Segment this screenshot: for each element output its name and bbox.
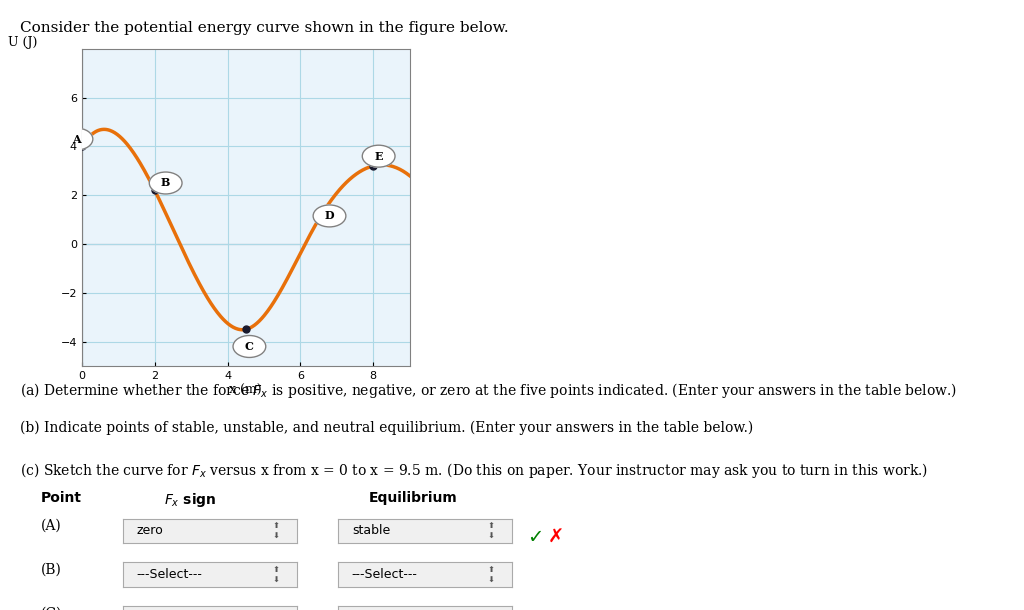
Text: (a) Determine whether the force $F_x$ is positive, negative, or zero at the five: (a) Determine whether the force $F_x$ is… [20,381,957,400]
Text: Consider the potential energy curve shown in the figure below.: Consider the potential energy curve show… [20,21,509,35]
Text: C: C [245,341,254,352]
Text: zero: zero [137,524,164,537]
Text: B: B [161,178,170,188]
Circle shape [233,336,266,357]
Text: $F_x$ sign: $F_x$ sign [164,491,216,509]
Text: Point: Point [41,491,82,505]
Text: (A): (A) [41,518,61,533]
Y-axis label: U (J): U (J) [8,36,38,49]
Circle shape [362,145,395,167]
Text: ⬆
⬇: ⬆ ⬇ [487,609,495,610]
Circle shape [150,172,182,194]
Text: ⬆
⬇: ⬆ ⬇ [272,609,280,610]
Circle shape [313,205,346,227]
Text: stable: stable [352,524,390,537]
Text: ✓: ✓ [527,528,544,547]
Text: A: A [72,134,81,145]
Text: ⬆
⬇: ⬆ ⬇ [272,521,280,540]
Text: (B): (B) [41,562,61,576]
Text: ---Select---: ---Select--- [137,568,203,581]
Text: (c) Sketch the curve for $F_x$ versus x from x = 0 to x = 9.5 m. (Do this on pap: (c) Sketch the curve for $F_x$ versus x … [20,461,929,479]
X-axis label: x (m): x (m) [229,384,262,396]
Text: Equilibrium: Equilibrium [369,491,458,505]
Text: (C): (C) [41,606,62,610]
Text: D: D [325,210,334,221]
Text: ---Select---: ---Select--- [352,568,418,581]
Text: ⬆
⬇: ⬆ ⬇ [487,565,495,584]
Text: ⬆
⬇: ⬆ ⬇ [487,521,495,540]
Text: ✗: ✗ [548,528,564,547]
Text: (b) Indicate points of stable, unstable, and neutral equilibrium. (Enter your an: (b) Indicate points of stable, unstable,… [20,421,754,436]
Circle shape [60,128,93,150]
Text: ⬆
⬇: ⬆ ⬇ [272,565,280,584]
Text: E: E [375,151,383,162]
